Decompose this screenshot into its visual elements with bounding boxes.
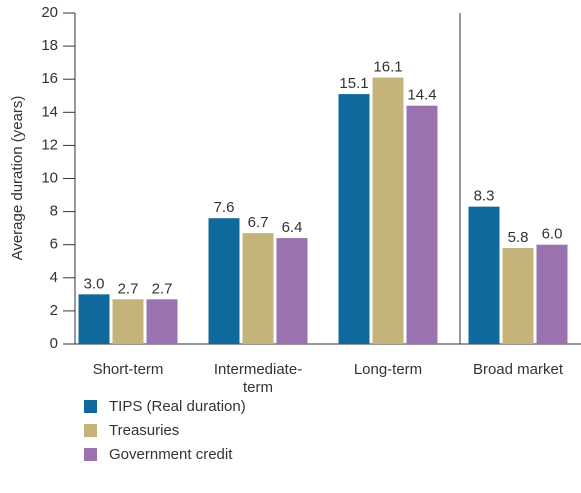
value-label: 6.0 (542, 226, 563, 243)
legend-swatch (84, 448, 97, 461)
bar (208, 218, 240, 344)
value-label: 16.1 (373, 59, 402, 76)
y-tick-label: 10 (41, 169, 58, 186)
legend-label: Government credit (109, 446, 233, 463)
bar (276, 238, 308, 344)
legend-swatch (84, 424, 97, 437)
value-label: 2.7 (152, 280, 173, 297)
legend-swatch (84, 400, 97, 413)
value-label: 8.3 (474, 188, 495, 205)
y-tick-label: 6 (50, 236, 58, 253)
bar (78, 294, 110, 344)
y-tick-label: 4 (50, 269, 58, 286)
y-tick-label: 20 (41, 4, 58, 21)
bar (406, 105, 438, 345)
y-tick-label: 2 (50, 302, 58, 319)
y-axis-label: Average duration (years) (9, 96, 26, 261)
value-label: 5.8 (508, 229, 529, 246)
y-tick-label: 0 (50, 335, 58, 352)
y-tick-label: 8 (50, 203, 58, 220)
value-label: 7.6 (214, 199, 235, 216)
legend-label: TIPS (Real duration) (109, 398, 246, 415)
legend-label: Treasuries (109, 422, 179, 439)
bar (468, 206, 500, 344)
bar (502, 248, 534, 344)
value-label: 3.0 (84, 275, 105, 292)
y-tick-label: 18 (41, 37, 58, 54)
bar (338, 94, 370, 344)
value-label: 2.7 (118, 280, 139, 297)
bar (242, 233, 274, 344)
bar (146, 299, 178, 344)
bar (112, 299, 144, 344)
y-tick-label: 12 (41, 136, 58, 153)
bar (536, 244, 568, 344)
x-tick-label: Broad market (472, 361, 564, 378)
x-tick-label: Intermediate- term (213, 361, 303, 396)
value-label: 14.4 (407, 87, 436, 104)
y-tick-label: 14 (41, 103, 58, 120)
bar (372, 77, 404, 345)
value-label: 15.1 (339, 75, 368, 92)
x-tick-label: Short-term (92, 361, 164, 378)
x-tick-label: Long-term (353, 361, 423, 378)
value-label: 6.7 (248, 214, 269, 231)
y-tick-label: 16 (41, 70, 58, 87)
value-label: 6.4 (282, 219, 303, 236)
